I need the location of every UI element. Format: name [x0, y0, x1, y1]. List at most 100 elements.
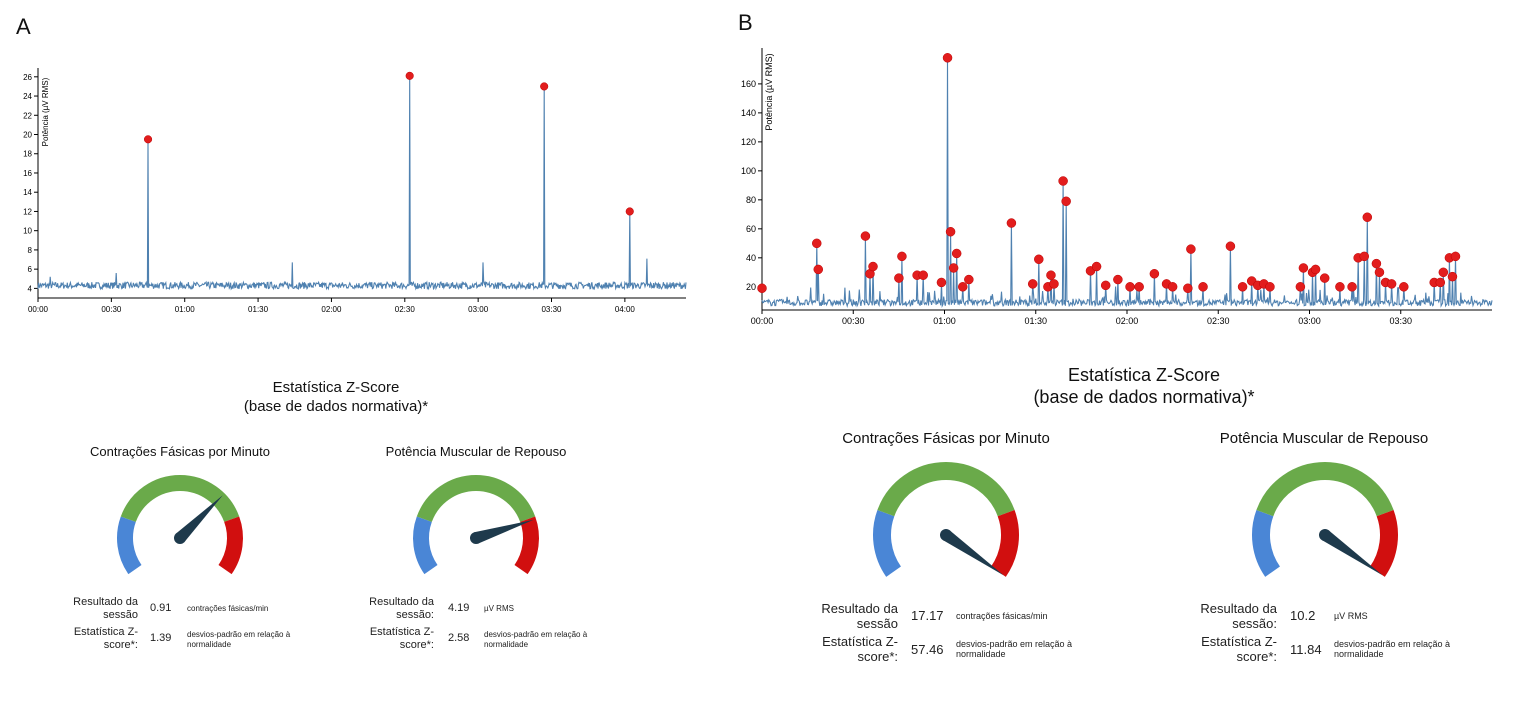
y-tick-label: 140 — [741, 108, 756, 118]
x-tick-label: 00:30 — [101, 305, 122, 314]
peak-marker — [1049, 279, 1059, 289]
y-tick-label: 20 — [23, 131, 32, 140]
peak-marker — [1310, 264, 1321, 275]
y-tick-label: 6 — [28, 265, 33, 274]
x-tick-label: 04:00 — [615, 305, 636, 314]
y-tick-label: 10 — [23, 227, 32, 236]
gauge-needle-hub — [940, 529, 952, 541]
gauge-needle-hub — [174, 532, 186, 544]
gauge-b1 — [873, 462, 1019, 577]
gauge-title-a1: Contrações Fásicas por Minuto — [90, 444, 270, 459]
y-tick-label: 22 — [23, 111, 32, 120]
y-tick-label: 60 — [746, 224, 756, 234]
gauge-normal-arc — [1256, 462, 1394, 517]
x-tick-label: 03:30 — [1389, 316, 1412, 326]
peak-marker — [1183, 283, 1193, 294]
line-chart-a: 4 6 8 10 12 14 16 18 20 22 24 26 00:00 00:30 01:00 01:3… — [23, 68, 687, 314]
gauge-low-arc — [413, 516, 438, 575]
y-tick-label: 20 — [746, 282, 756, 292]
z-label-a1: Estatística Z-score*: — [73, 626, 138, 651]
y-tick-label: 12 — [23, 207, 32, 216]
peak-marker — [1447, 271, 1458, 282]
gauge-needle-hub — [470, 532, 482, 544]
y-tick-label: 120 — [741, 137, 756, 147]
z-value-b1: 57.46 — [911, 642, 944, 657]
gauge-normal-arc — [120, 475, 240, 523]
peak-marker — [894, 273, 904, 283]
x-tick-label: 02:30 — [1207, 316, 1230, 326]
z-label-a2: Estatística Z-score*: — [369, 626, 434, 651]
gauge-high-arc — [514, 516, 539, 575]
peak-marker — [964, 274, 974, 285]
peak-marker — [1319, 273, 1330, 283]
x-tick-label: 02:00 — [321, 305, 342, 314]
peak-marker — [1034, 254, 1044, 265]
peak-marker — [918, 270, 928, 280]
peak-marker — [1113, 274, 1123, 285]
result-value-a2: 4.19 — [448, 602, 470, 614]
gauge-title-b2: Potência Muscular de Repouso — [1219, 430, 1429, 447]
y-tick-label: 14 — [23, 188, 32, 197]
peak-marker — [1386, 279, 1397, 289]
gauge-normal-arc — [877, 462, 1015, 517]
gauge-b2 — [1252, 462, 1398, 577]
peak-marker — [1237, 282, 1248, 292]
peak-marker — [1006, 218, 1017, 228]
z-value-a1: 1.39 — [150, 632, 172, 644]
peak-marker — [948, 263, 959, 273]
peak-marker — [868, 261, 878, 272]
peak-marker — [1134, 282, 1144, 292]
result-unit-b1: contrações fásicas/min — [956, 611, 1048, 621]
peak-marker — [1374, 267, 1385, 278]
x-tick-label: 03:00 — [1298, 316, 1321, 326]
result-label-b1: Resultado da sessão — [821, 601, 898, 631]
peak-marker — [1265, 282, 1275, 292]
line-chart-b: 20 40 60 80 100 120 140 160 00:00 00:30 01:00 01:30… — [741, 48, 1493, 326]
peak-marker — [1347, 282, 1357, 292]
gauge-low-arc — [873, 510, 902, 577]
peak-marker — [1198, 282, 1208, 292]
result-unit-a1: contrações fásicas/min — [187, 604, 269, 613]
x-tick-label: 01:30 — [1024, 316, 1047, 326]
x-tick-label: 00:00 — [28, 305, 49, 314]
y-tick-label: 40 — [746, 253, 756, 263]
gauge-title-a2: Potência Muscular de Repouso — [385, 444, 567, 459]
gauge-a2 — [413, 475, 539, 575]
gauge-low-arc — [1252, 510, 1281, 577]
peak-marker — [1371, 258, 1382, 269]
x-tick-label: 01:00 — [933, 316, 956, 326]
peak-marker — [1295, 282, 1306, 292]
peak-marker — [945, 226, 956, 237]
peak-marker — [897, 251, 907, 262]
peak-marker — [1061, 196, 1071, 207]
y-tick-label: 100 — [741, 166, 756, 176]
y-axis-label: Potência (µV RMS) — [41, 77, 50, 146]
gauge-needle — [474, 519, 534, 544]
gauge-high-arc — [990, 510, 1019, 577]
result-label-b2: Resultado da sessão: — [1200, 601, 1277, 631]
result-unit-a2: µV RMS — [484, 604, 514, 613]
panel-letter-a: A — [16, 14, 31, 39]
peak-marker — [1362, 212, 1373, 222]
peak-marker — [625, 207, 634, 216]
peak-marker — [1335, 282, 1345, 292]
panel-letter-b: B — [738, 10, 753, 35]
peak-marker — [936, 277, 947, 288]
x-tick-label: 03:30 — [541, 305, 562, 314]
z-value-b2: 11.84 — [1290, 642, 1322, 657]
peak-marker — [812, 238, 822, 249]
z-label-b2: Estatística Z-score*: — [1201, 634, 1277, 664]
signal-line — [761, 57, 1493, 308]
peak-marker — [1125, 282, 1135, 292]
y-tick-label: 80 — [746, 195, 756, 205]
x-tick-label: 03:00 — [468, 305, 489, 314]
gauge-high-arc — [218, 516, 243, 575]
result-value-b1: 17.17 — [911, 608, 944, 623]
peak-marker — [1435, 277, 1446, 288]
stats-title-line2: (base de dados normativa)* — [243, 398, 429, 415]
gauge-a1 — [117, 475, 243, 575]
peak-marker — [1027, 279, 1038, 289]
gauge-high-arc — [1369, 510, 1398, 577]
peak-marker — [1100, 280, 1111, 291]
